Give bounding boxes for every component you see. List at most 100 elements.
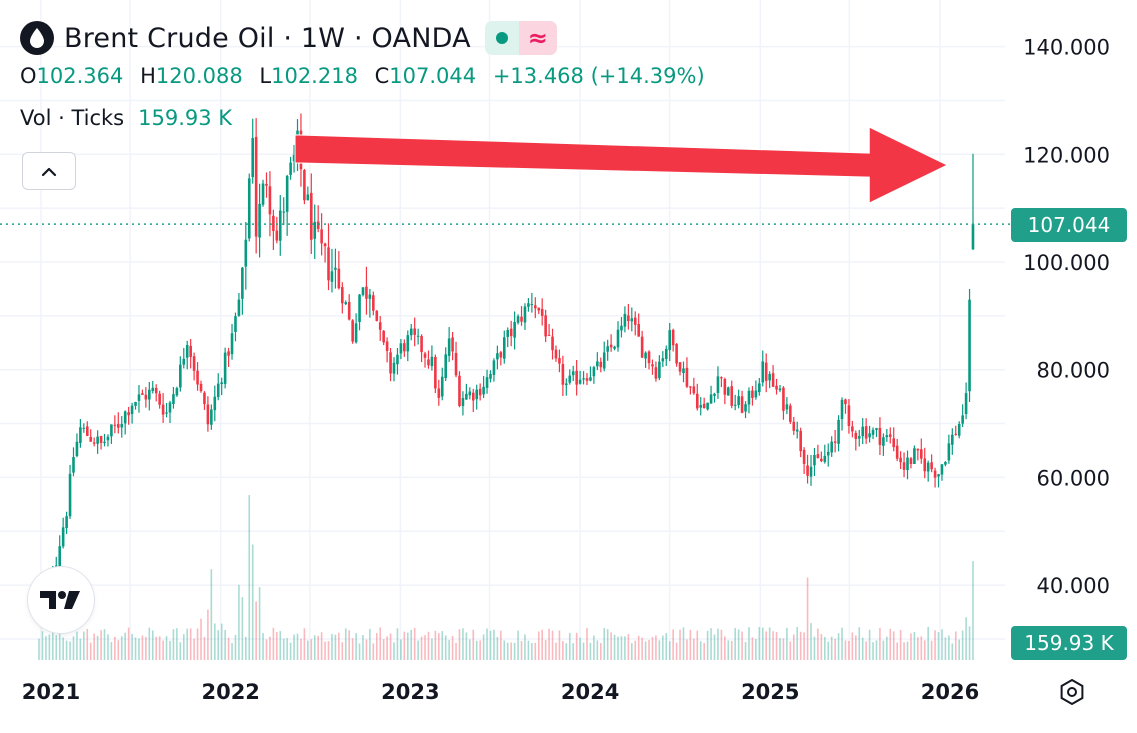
volume-bar: [224, 629, 226, 660]
volume-bar: [462, 628, 464, 660]
volume-bar: [451, 635, 454, 660]
candle-body: [944, 461, 947, 465]
candle-body: [382, 330, 385, 343]
collapse-legend-button[interactable]: [22, 152, 76, 190]
volume-bar: [427, 631, 430, 660]
volume-bar: [517, 630, 519, 660]
candle-body: [303, 170, 306, 201]
volume-badge: 159.93 K: [1011, 626, 1127, 660]
candle-body: [630, 318, 634, 322]
volume-label: Vol · Ticks: [20, 106, 125, 130]
volume-bar: [276, 632, 278, 660]
candle-body: [113, 424, 117, 426]
candle-body: [420, 335, 423, 353]
candle-body: [137, 394, 141, 401]
candle-body: [830, 441, 833, 453]
candle-body: [268, 186, 272, 215]
volume-bar: [386, 636, 388, 660]
candle-body: [65, 516, 68, 528]
candle-body: [751, 390, 754, 398]
candle-body: [148, 389, 151, 400]
volume-bar: [889, 628, 892, 660]
candle-body: [644, 352, 647, 359]
volume-bar: [210, 569, 213, 660]
candle-body: [778, 388, 782, 391]
volume-bar: [269, 636, 271, 660]
candle-body: [244, 239, 248, 267]
tradingview-logo[interactable]: [28, 567, 94, 633]
candle-body: [502, 337, 506, 359]
candle-body: [568, 375, 572, 383]
candle-body: [589, 377, 592, 381]
candle-body: [165, 412, 168, 414]
candle-body: [423, 353, 427, 358]
candle-body: [265, 184, 268, 186]
candle-body: [678, 362, 682, 372]
candle-body: [816, 454, 820, 458]
candle-body: [234, 316, 237, 332]
volume-bar: [493, 629, 495, 660]
candle-body: [647, 351, 651, 364]
candle-body: [475, 389, 479, 400]
volume-bar: [431, 638, 433, 660]
volume-bar: [138, 638, 140, 660]
candle-body: [179, 364, 182, 388]
candle-body: [378, 322, 382, 330]
volume-bar: [603, 628, 606, 660]
volume-bar: [586, 627, 588, 660]
volume-bar: [131, 633, 133, 660]
candle-body: [216, 383, 220, 398]
candle-body: [857, 436, 861, 439]
volume-bar: [375, 633, 378, 660]
candle-body: [544, 315, 547, 337]
candle-body: [110, 424, 113, 437]
y-tick-label: 80.000: [1037, 359, 1110, 383]
symbol-title[interactable]: Brent Crude Oil · 1W · OANDA: [64, 22, 471, 54]
candle-body: [737, 396, 740, 406]
volume-bar: [469, 639, 471, 660]
candle-body: [58, 546, 62, 566]
volume-bar: [403, 631, 406, 660]
volume-bar: [910, 633, 912, 660]
candle-body: [530, 304, 534, 306]
candle-body: [341, 287, 344, 304]
y-tick-label: 140.000: [1023, 36, 1110, 60]
volume-bar: [369, 628, 371, 660]
candle-body: [468, 391, 472, 396]
candle-body: [89, 437, 93, 442]
volume-bar: [596, 640, 599, 660]
candle-body: [661, 358, 665, 362]
volume-legend[interactable]: Vol · Ticks 159.93 K: [20, 106, 232, 130]
volume-bar: [899, 629, 902, 660]
volume-bar: [93, 633, 95, 660]
candle-body: [833, 441, 837, 443]
volume-bar: [69, 641, 71, 660]
candle-body: [961, 415, 964, 424]
volume-bar: [207, 609, 209, 660]
candle-body: [847, 405, 851, 427]
volume-bar: [234, 634, 237, 660]
volume-bar: [231, 643, 233, 660]
volume-bar: [141, 635, 144, 660]
volume-bar: [331, 634, 333, 660]
market-status[interactable]: ≈: [484, 21, 557, 55]
close-value: 107.044: [389, 64, 477, 88]
volume-bar: [682, 627, 685, 660]
candle-body: [761, 361, 765, 383]
candle-body: [951, 434, 954, 445]
candle-body: [72, 457, 75, 473]
volume-bar: [524, 634, 526, 660]
candle-body: [368, 294, 372, 299]
candle-body: [596, 361, 599, 367]
volume-bar: [861, 637, 864, 660]
volume-bar: [489, 630, 492, 660]
candle-body: [372, 295, 375, 311]
candle-body: [940, 464, 944, 475]
chevron-up-icon: [41, 162, 57, 181]
settings-hexagon-icon[interactable]: [1056, 676, 1088, 708]
volume-bar: [972, 561, 974, 660]
volume-bar: [189, 628, 192, 660]
candle-body: [396, 354, 399, 365]
symbol-header[interactable]: Brent Crude Oil · 1W · OANDA ≈: [20, 18, 557, 58]
